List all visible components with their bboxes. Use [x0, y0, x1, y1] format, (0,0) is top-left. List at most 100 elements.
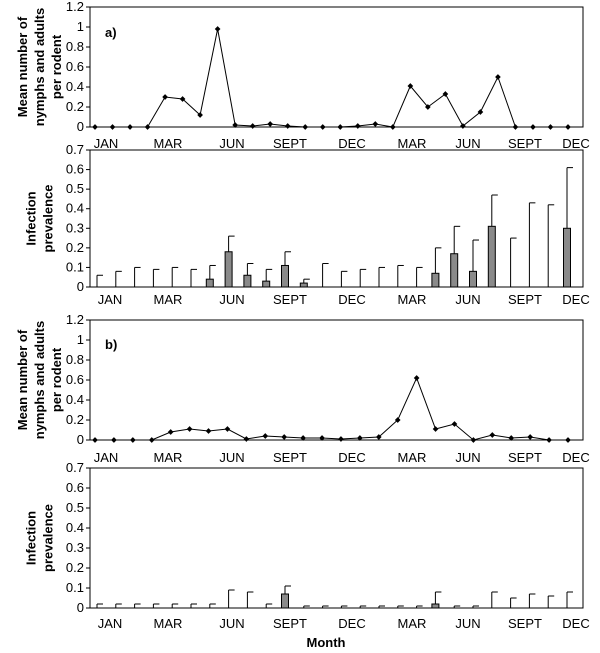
panel-label: a) [105, 25, 117, 40]
data-point [144, 124, 151, 130]
x-tick-label: DEC [338, 136, 365, 151]
x-tick-label: MAR [154, 136, 183, 151]
y-tick-label: 0.6 [66, 59, 84, 74]
data-point [148, 437, 155, 443]
data-point [319, 124, 326, 130]
data-point [300, 435, 306, 441]
bar [262, 280, 271, 288]
bar [243, 274, 252, 288]
y-axis-label-line: nymphs and adults [32, 321, 47, 439]
y-tick-label: 1 [77, 332, 84, 347]
x-tick-label: SEPT [508, 450, 542, 465]
x-tick-label: JUN [219, 450, 244, 465]
data-point [508, 435, 515, 441]
bar [469, 270, 477, 288]
data-point [413, 375, 420, 381]
data-point [302, 124, 309, 130]
data-point [167, 429, 174, 435]
y-tick-label: 0.7 [66, 460, 84, 475]
x-tick-label: MAR [154, 616, 183, 631]
y-tick-label: 0.2 [66, 412, 84, 427]
y-tick-label: 0.4 [66, 520, 84, 535]
x-tick-label: DEC [338, 450, 365, 465]
y-axis-label-line: prevalence [41, 504, 56, 572]
data-point [337, 124, 344, 130]
data-point [477, 109, 484, 115]
x-tick-label: MAR [154, 450, 183, 465]
x-tick-label: DEC [338, 616, 365, 631]
data-point [389, 124, 396, 130]
x-tick-label: JAN [94, 450, 119, 465]
x-axis-title: Month [307, 635, 346, 650]
bar [205, 278, 214, 288]
y-tick-label: 1.2 [66, 312, 84, 327]
x-tick-label: JUN [455, 450, 480, 465]
x-tick-label: SEPT [273, 136, 307, 151]
data-point [205, 428, 212, 434]
y-tick-label: 0 [77, 432, 84, 447]
x-tick-label: DEC [562, 292, 589, 307]
data-point [92, 124, 98, 130]
data-point [109, 124, 116, 130]
data-point [92, 437, 98, 443]
y-tick-label: 0.4 [66, 201, 84, 216]
series-line [95, 28, 568, 128]
y-tick-label: 0.1 [66, 580, 84, 595]
y-axis-label-line: Mean number of [15, 16, 30, 117]
data-point [267, 121, 274, 127]
panel-label: b) [105, 337, 117, 352]
data-point [460, 123, 466, 129]
y-axis-label-line: nymphs and adults [32, 8, 47, 126]
bar [224, 251, 233, 288]
x-tick-label: DEC [562, 616, 589, 631]
y-axis-label-line: prevalence [41, 185, 56, 253]
y-tick-label: 0.6 [66, 480, 84, 495]
series-line [95, 376, 568, 441]
data-point [407, 83, 414, 89]
x-tick-label: JAN [98, 292, 123, 307]
y-tick-label: 0.4 [66, 79, 84, 94]
y-tick-label: 1.2 [66, 0, 84, 14]
y-tick-label: 0.6 [66, 372, 84, 387]
x-tick-label: JUN [219, 616, 244, 631]
x-tick-label: SEPT [273, 616, 307, 631]
x-tick-label: MAR [398, 450, 427, 465]
data-point [127, 124, 133, 130]
data-point [375, 434, 382, 440]
y-axis-label: Infection prevalence [24, 504, 56, 572]
x-tick-label: SEPT [508, 616, 542, 631]
data-point [249, 123, 256, 129]
y-tick-label: 0.3 [66, 540, 84, 555]
x-tick-label: MAR [398, 136, 427, 151]
y-tick-label: 0.2 [66, 240, 84, 255]
plot-frame [89, 467, 584, 609]
data-point [565, 124, 571, 130]
y-tick-label: 0.5 [66, 181, 84, 196]
x-tick-label: SEPT [273, 292, 307, 307]
data-point [394, 417, 401, 423]
plot-frame [89, 319, 584, 441]
data-point [262, 433, 269, 439]
x-tick-label: DEC [562, 136, 589, 151]
data-point [284, 123, 291, 129]
plot-frame [89, 149, 584, 288]
x-tick-label: JUN [455, 616, 480, 631]
data-point [512, 124, 519, 130]
bar [281, 593, 289, 609]
data-point [451, 421, 458, 427]
data-point [319, 435, 325, 441]
data-point [546, 437, 552, 443]
y-tick-label: 0.2 [66, 99, 84, 114]
x-tick-label: MAR [154, 292, 183, 307]
bar [431, 272, 440, 288]
bar [281, 264, 289, 288]
data-point [495, 74, 501, 80]
data-point [547, 124, 554, 130]
y-tick-label: 0 [77, 119, 84, 134]
y-axis-label-line: Infection [24, 191, 39, 245]
y-tick-label: 0.5 [66, 500, 84, 515]
y-tick-label: 0.8 [66, 352, 84, 367]
